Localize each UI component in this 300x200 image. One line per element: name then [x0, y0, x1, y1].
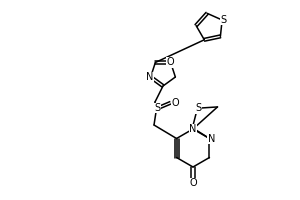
- Text: O: O: [167, 57, 175, 67]
- Text: S: S: [220, 15, 226, 25]
- Text: O: O: [171, 98, 179, 108]
- Text: O: O: [189, 178, 197, 188]
- Text: N: N: [189, 124, 197, 134]
- Text: N: N: [146, 72, 153, 82]
- Text: S: S: [195, 103, 202, 113]
- Text: N: N: [208, 134, 215, 144]
- Text: S: S: [154, 103, 160, 113]
